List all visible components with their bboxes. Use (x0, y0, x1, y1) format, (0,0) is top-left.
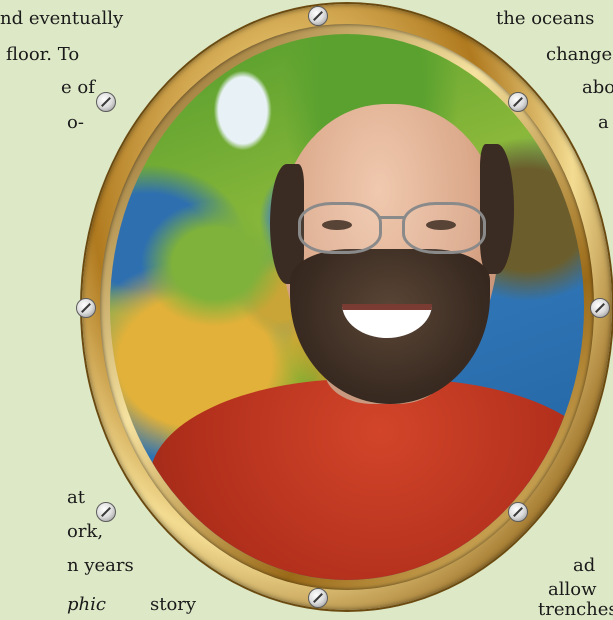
text-line: e of (61, 77, 95, 98)
eye-right (426, 220, 456, 230)
screw-icon (96, 92, 116, 112)
text-line: at (67, 487, 85, 508)
text-line: nd eventually (0, 8, 124, 29)
screw-icon (508, 92, 528, 112)
text-line: floor. To (6, 44, 80, 65)
text-line: ork, (67, 521, 104, 542)
screw-icon (508, 502, 528, 522)
screw-icon (308, 6, 328, 26)
hair-right (480, 144, 514, 274)
text-line: allow (548, 579, 597, 600)
eye-left (322, 220, 352, 230)
text-line: o- (67, 112, 84, 133)
text-line: abo (582, 77, 613, 98)
glasses-lens-left (298, 202, 382, 254)
text-line: n years (67, 555, 134, 576)
glasses-lens-right (402, 202, 486, 254)
glasses-bridge (378, 216, 404, 219)
text-line: change (546, 44, 613, 65)
porthole-portrait-photo (76, 4, 612, 610)
text-line: story (150, 594, 197, 615)
screw-icon (590, 298, 610, 318)
screw-icon (76, 298, 96, 318)
text-line: a (598, 112, 609, 133)
text-line: the oceans (496, 8, 595, 29)
red-sweater (150, 379, 584, 580)
portrait-window (110, 34, 584, 580)
screw-icon (96, 502, 116, 522)
text-line: phic (67, 594, 106, 615)
screw-icon (308, 588, 328, 608)
